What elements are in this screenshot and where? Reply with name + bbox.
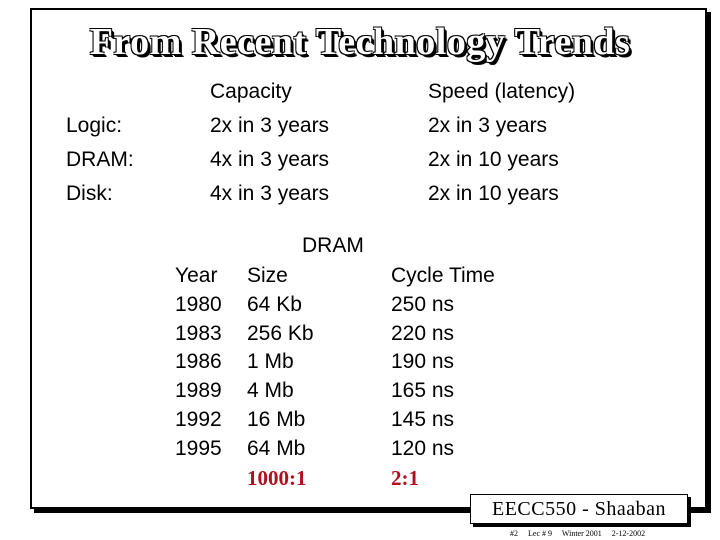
footer-slide-number: #2 — [510, 529, 518, 538]
year-column: Year 1980 1983 1986 1989 1992 1995 — [175, 262, 222, 464]
trend-speed: 2x in 10 years — [428, 148, 559, 171]
capacity-header: Capacity — [210, 80, 292, 103]
size-cell: 1 Mb — [247, 350, 294, 374]
cycle-ratio: 2:1 — [391, 465, 419, 490]
cycle-cell: 165 ns — [391, 379, 455, 403]
year-cell: 1995 — [175, 436, 222, 460]
cycle-cell: 145 ns — [391, 407, 455, 431]
size-cell: 16 Mb — [247, 407, 306, 431]
trend-label: DRAM: — [66, 148, 134, 171]
year-header: Year — [175, 264, 218, 287]
footer-lecture: Lec # 9 — [528, 529, 552, 538]
trend-capacity: 4x in 3 years — [210, 148, 330, 171]
year-cell: 1992 — [175, 407, 222, 431]
slide-frame — [30, 8, 707, 509]
cycle-cell: 190 ns — [391, 350, 455, 374]
cycle-header: Cycle Time — [391, 264, 495, 287]
size-cell: 64 Kb — [247, 292, 302, 316]
slide-footer: #2 Lec # 9 Winter 2001 2-12-2002 — [510, 529, 653, 538]
size-cell: 64 Mb — [247, 436, 306, 460]
trend-speed: 2x in 3 years — [428, 114, 548, 137]
dram-group-header: DRAM — [302, 234, 364, 257]
slide-title: From Recent Technology Trends — [89, 21, 631, 63]
cycle-cell: 220 ns — [391, 321, 455, 345]
year-cell: 1989 — [175, 379, 222, 403]
size-column: Size 64 Kb 256 Kb 1 Mb 4 Mb 16 Mb 64 Mb … — [247, 262, 314, 492]
course-badge: EECC550 - Shaaban — [470, 494, 688, 524]
trend-capacity: 4x in 3 years — [210, 182, 330, 205]
size-header: Size — [247, 264, 288, 287]
trend-label: Logic: — [66, 114, 123, 137]
cycle-cell: 250 ns — [391, 292, 455, 316]
year-cell: 1980 — [175, 292, 222, 316]
trend-capacity: 2x in 3 years — [210, 114, 330, 137]
year-cell: 1986 — [175, 350, 222, 374]
cycle-column: Cycle Time 250 ns 220 ns 190 ns 165 ns 1… — [391, 262, 495, 492]
speed-header: Speed (latency) — [428, 80, 576, 103]
cycle-cell: 120 ns — [391, 436, 455, 460]
size-cell: 4 Mb — [247, 379, 294, 403]
footer-date: 2-12-2002 — [611, 529, 646, 538]
size-cell: 256 Kb — [247, 321, 314, 345]
footer-term: Winter 2001 — [561, 529, 602, 538]
trend-label: Disk: — [66, 182, 113, 205]
year-cell: 1983 — [175, 321, 222, 345]
size-ratio: 1000:1 — [247, 465, 307, 490]
trend-speed: 2x in 10 years — [428, 182, 559, 205]
